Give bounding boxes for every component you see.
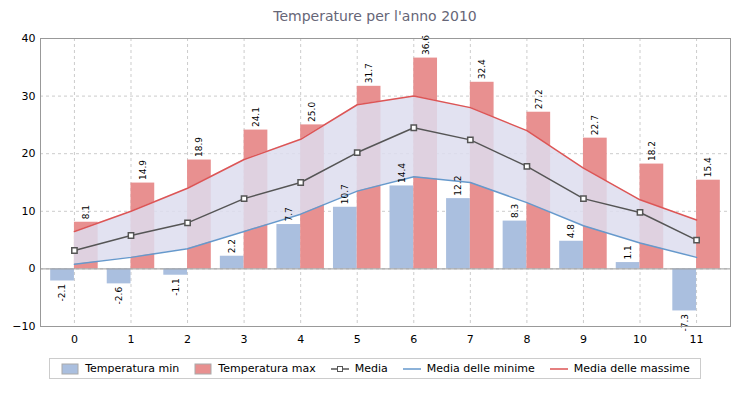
svg-text:4.8: 4.8 [566, 224, 576, 239]
svg-text:24.1: 24.1 [251, 107, 261, 127]
svg-text:1.1: 1.1 [623, 245, 633, 259]
svg-text:8: 8 [523, 333, 530, 346]
svg-text:11: 11 [690, 333, 704, 346]
svg-text:-7.3: -7.3 [680, 314, 690, 332]
svg-text:0: 0 [71, 333, 78, 346]
svg-text:2: 2 [184, 333, 191, 346]
svg-text:0: 0 [29, 262, 36, 275]
svg-text:4: 4 [297, 333, 304, 346]
html-text:Temperature per l'anno 2010: Temperature per l'anno 2010 [273, 8, 477, 24]
svg-text:31.7: 31.7 [364, 63, 374, 83]
svg-text:36.6: 36.6 [421, 35, 431, 55]
svg-text:-2.6: -2.6 [114, 287, 124, 305]
svg-text:18.9: 18.9 [194, 137, 204, 157]
html-text:Media delle minime: Media delle minime [426, 362, 535, 375]
svg-text:14.9: 14.9 [138, 160, 148, 180]
svg-text:6: 6 [410, 333, 417, 346]
svg-text:22.7: 22.7 [590, 115, 600, 135]
svg-text:12.2: 12.2 [453, 176, 463, 196]
svg-text:9: 9 [580, 333, 587, 346]
html-text:Media delle massime: Media delle massime [573, 362, 690, 375]
svg-text:1: 1 [127, 333, 134, 346]
svg-text:10.7: 10.7 [340, 184, 350, 204]
svg-text:10: 10 [22, 205, 36, 218]
svg-text:10: 10 [633, 333, 647, 346]
svg-text:8.3: 8.3 [510, 204, 520, 218]
svg-text:2.2: 2.2 [227, 239, 237, 253]
html-text:Media: Media [354, 362, 388, 375]
svg-text:30: 30 [22, 90, 36, 103]
svg-text:-2.1: -2.1 [57, 284, 67, 302]
svg-text:5: 5 [354, 333, 361, 346]
svg-text:3: 3 [241, 333, 248, 346]
svg-text:18.2: 18.2 [647, 141, 657, 161]
svg-text:7: 7 [467, 333, 474, 346]
svg-text:27.2: 27.2 [534, 89, 544, 109]
html-text:Temperatura max: Temperatura max [218, 362, 316, 375]
svg-text:−10: −10 [12, 320, 35, 333]
svg-text:-1.1: -1.1 [171, 278, 181, 296]
svg-text:14.4: 14.4 [397, 163, 407, 183]
html-text:Temperatura min: Temperatura min [85, 362, 180, 375]
svg-text:32.4: 32.4 [477, 59, 487, 79]
svg-text:25.0: 25.0 [307, 102, 317, 122]
svg-text:8.1: 8.1 [81, 205, 91, 219]
svg-text:15.4: 15.4 [703, 157, 713, 177]
svg-text:7.7: 7.7 [284, 207, 294, 221]
svg-text:20: 20 [22, 147, 36, 160]
svg-text:40: 40 [22, 32, 36, 45]
